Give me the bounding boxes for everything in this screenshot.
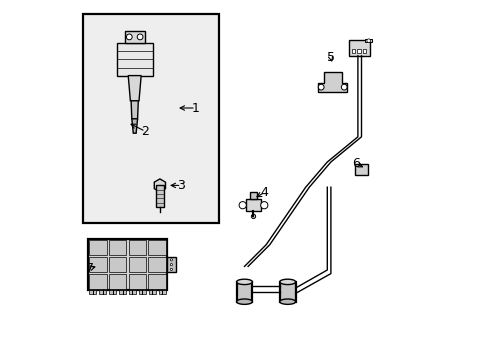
Text: 7: 7 [86, 262, 94, 275]
Circle shape [170, 259, 172, 261]
Text: 3: 3 [177, 179, 185, 192]
Polygon shape [128, 76, 141, 101]
Bar [119, 290, 126, 294]
Ellipse shape [279, 299, 295, 305]
Bar [156, 185, 163, 207]
Bar [128, 240, 146, 255]
Circle shape [239, 202, 246, 209]
Text: 6: 6 [351, 157, 359, 170]
Bar [279, 282, 295, 302]
Bar [354, 164, 367, 175]
Text: 4: 4 [260, 186, 268, 199]
FancyBboxPatch shape [82, 14, 219, 223]
Bar [351, 49, 355, 53]
Bar [99, 290, 106, 294]
Circle shape [341, 84, 346, 90]
Text: 5: 5 [326, 51, 334, 64]
Circle shape [366, 39, 370, 42]
Ellipse shape [279, 279, 295, 284]
Circle shape [126, 34, 132, 40]
Bar [124, 31, 144, 43]
Polygon shape [132, 119, 137, 133]
Bar [89, 240, 106, 255]
Bar [356, 49, 360, 53]
Ellipse shape [236, 279, 252, 284]
Bar [128, 274, 146, 289]
Polygon shape [131, 101, 138, 119]
Bar [88, 239, 167, 290]
Bar [109, 290, 116, 294]
Circle shape [318, 84, 324, 90]
Text: 1: 1 [192, 102, 200, 114]
Bar [159, 290, 165, 294]
Bar [245, 199, 261, 211]
Bar [108, 257, 126, 272]
Polygon shape [318, 72, 346, 92]
Circle shape [260, 202, 267, 209]
Bar [148, 257, 166, 272]
Bar [139, 290, 145, 294]
Bar [89, 257, 106, 272]
Circle shape [251, 214, 255, 219]
Bar [148, 274, 166, 289]
Text: 2: 2 [141, 125, 149, 138]
Bar [128, 257, 146, 272]
Circle shape [137, 34, 142, 40]
Ellipse shape [236, 299, 252, 305]
Bar [148, 290, 155, 294]
Bar [129, 290, 136, 294]
Bar [236, 282, 252, 302]
Bar [89, 274, 106, 289]
Bar [249, 192, 257, 199]
Polygon shape [154, 179, 165, 192]
Bar [348, 40, 370, 56]
Bar [362, 49, 366, 53]
Bar [89, 290, 96, 294]
Bar [108, 240, 126, 255]
Bar [108, 274, 126, 289]
Bar [167, 257, 176, 272]
Bar [365, 39, 371, 42]
Bar [117, 43, 152, 76]
Circle shape [170, 268, 172, 270]
Circle shape [170, 264, 172, 266]
Bar [148, 240, 166, 255]
